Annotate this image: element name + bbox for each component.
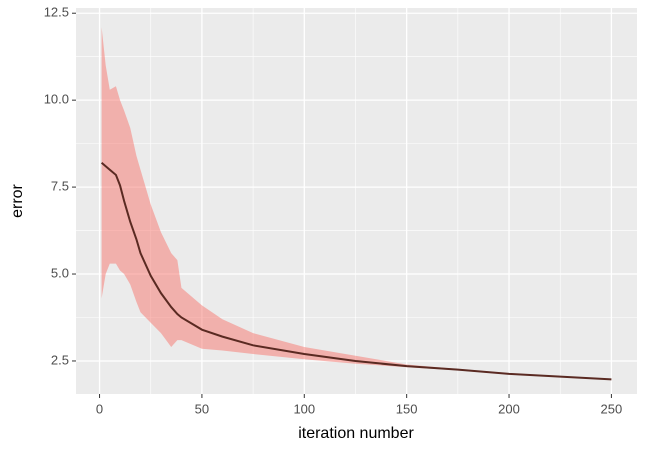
y-tick-label: 12.5 <box>44 5 69 20</box>
x-tick-label: 100 <box>293 401 315 416</box>
x-tick-label: 0 <box>96 401 103 416</box>
y-tick-label: 10.0 <box>44 92 69 107</box>
x-tick-label: 250 <box>601 401 623 416</box>
panel <box>76 8 637 394</box>
x-axis-title: iteration number <box>298 425 414 442</box>
y-tick-label: 7.5 <box>51 179 69 194</box>
x-tick-label: 50 <box>195 401 209 416</box>
mean-line <box>100 161 612 381</box>
y-axis-title: error <box>9 183 26 217</box>
y-tick-label: 2.5 <box>51 352 69 367</box>
y-tick-label: 5.0 <box>51 265 69 280</box>
x-tick-label: 200 <box>498 401 520 416</box>
x-tick-label: 150 <box>396 401 418 416</box>
